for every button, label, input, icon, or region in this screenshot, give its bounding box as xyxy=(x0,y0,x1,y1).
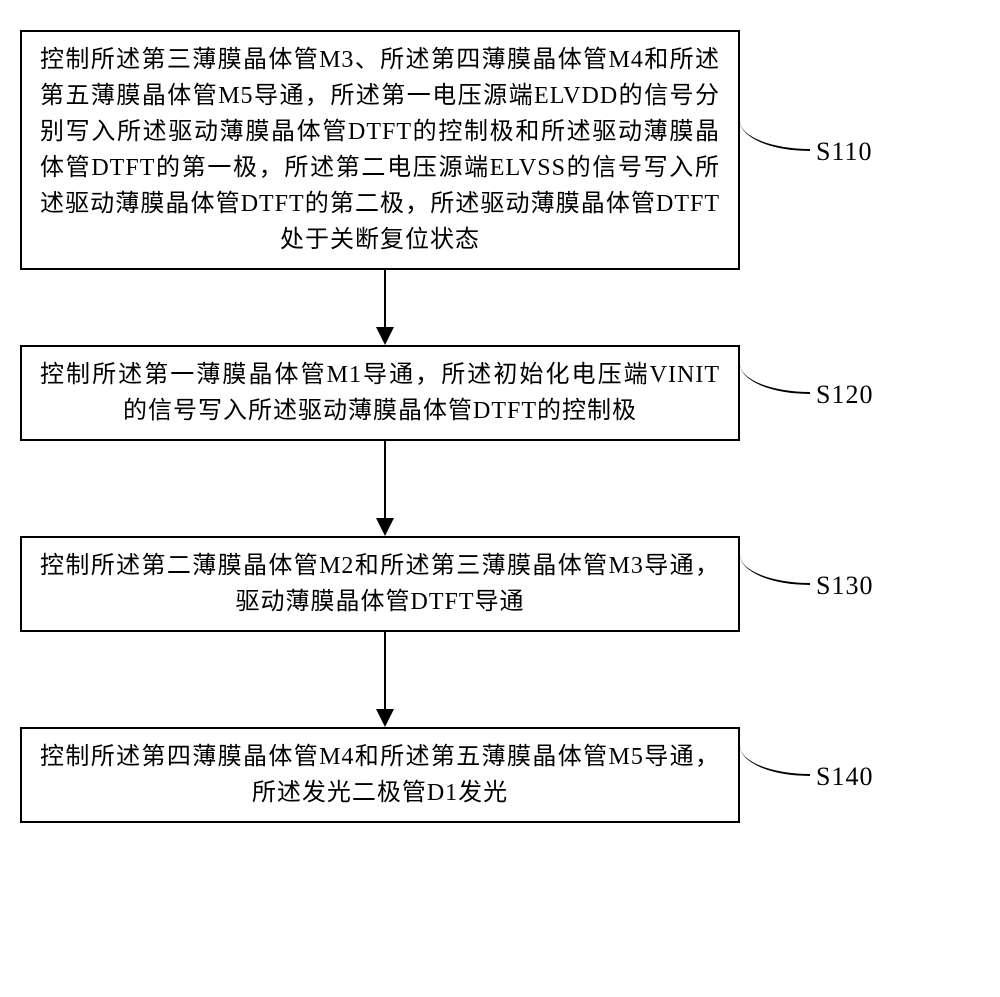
step-box-4: 控制所述第四薄膜晶体管M4和所述第五薄膜晶体管M5导通，所述发光二极管D1发光 xyxy=(20,727,740,823)
step-row-1: 控制所述第三薄膜晶体管M3、所述第四薄膜晶体管M4和所述第五薄膜晶体管M5导通，… xyxy=(20,30,980,270)
arrow-head-2 xyxy=(376,518,394,536)
step-box-1: 控制所述第三薄膜晶体管M3、所述第四薄膜晶体管M4和所述第五薄膜晶体管M5导通，… xyxy=(20,30,740,270)
step-row-3: 控制所述第二薄膜晶体管M2和所述第三薄膜晶体管M3导通，驱动薄膜晶体管DTFT导… xyxy=(20,536,980,632)
step-label-3: S130 xyxy=(816,571,873,601)
step-box-3: 控制所述第二薄膜晶体管M2和所述第三薄膜晶体管M3导通，驱动薄膜晶体管DTFT导… xyxy=(20,536,740,632)
step-row-4: 控制所述第四薄膜晶体管M4和所述第五薄膜晶体管M5导通，所述发光二极管D1发光 … xyxy=(20,727,980,823)
label-wrap-1: S110 xyxy=(740,133,873,167)
step-label-2: S120 xyxy=(816,380,873,410)
step-box-2: 控制所述第一薄膜晶体管M1导通，所述初始化电压端VINIT的信号写入所述驱动薄膜… xyxy=(20,345,740,441)
connector-3 xyxy=(740,555,810,585)
label-wrap-2: S120 xyxy=(740,376,873,410)
arrow-1 xyxy=(376,270,394,345)
label-wrap-3: S130 xyxy=(740,567,873,601)
connector-4 xyxy=(740,746,810,776)
arrow-line-3 xyxy=(384,632,386,710)
arrow-3 xyxy=(376,632,394,727)
arrow-head-3 xyxy=(376,709,394,727)
connector-1 xyxy=(740,121,810,151)
arrow-line-2 xyxy=(384,441,386,519)
step-row-2: 控制所述第一薄膜晶体管M1导通，所述初始化电压端VINIT的信号写入所述驱动薄膜… xyxy=(20,345,980,441)
arrow-2 xyxy=(376,441,394,536)
arrow-head-1 xyxy=(376,327,394,345)
arrow-line-1 xyxy=(384,270,386,328)
label-wrap-4: S140 xyxy=(740,758,873,792)
connector-2 xyxy=(740,364,810,394)
flowchart-container: 控制所述第三薄膜晶体管M3、所述第四薄膜晶体管M4和所述第五薄膜晶体管M5导通，… xyxy=(20,30,980,823)
step-label-1: S110 xyxy=(816,137,873,167)
step-label-4: S140 xyxy=(816,762,873,792)
